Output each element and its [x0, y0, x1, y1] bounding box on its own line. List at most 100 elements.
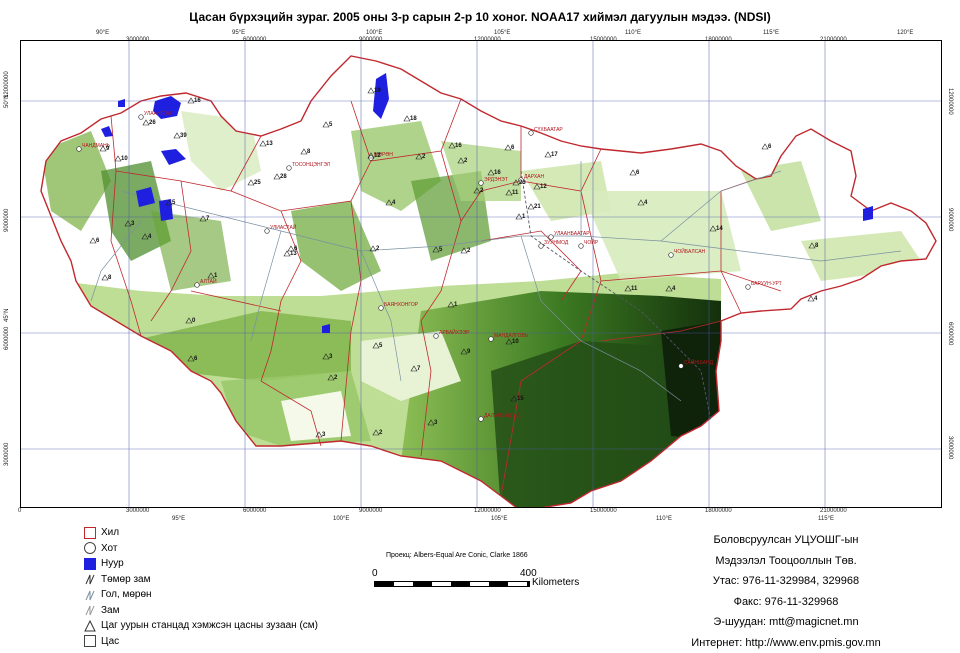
city-label: БАЯНХОНГОР	[384, 302, 419, 308]
city-marker	[138, 114, 144, 120]
legend-item-road: Зам	[84, 603, 318, 619]
snow-cover-map: ЧАНДМАНЬ УЛААНГОМ ТОСОНЦЭНГЭЛ УЛИАСТАЙ АЛТАЙ…	[21, 41, 941, 507]
station-marker	[415, 153, 423, 160]
credit-line: Э-шуудан: mtt@magicnet.mn	[713, 616, 859, 628]
station-value: 7	[417, 366, 421, 372]
station-marker	[385, 199, 393, 206]
grid-label: 3000000	[4, 442, 10, 466]
station-value: 26	[149, 120, 156, 126]
city-marker	[548, 234, 554, 240]
legend-item-river: Гол, мөрөн	[84, 587, 318, 603]
station-marker	[544, 151, 552, 158]
station-marker	[505, 189, 513, 196]
station-marker	[473, 187, 481, 194]
station-value: 0	[192, 318, 196, 324]
station-marker	[367, 152, 375, 159]
station-marker	[512, 179, 520, 186]
grid-label: 21000000	[820, 508, 847, 514]
station-value: 2	[422, 154, 426, 160]
station-value: 4	[392, 200, 396, 206]
station-value: 6	[768, 144, 772, 150]
city-label: ЭРДЭНЭТ	[484, 177, 508, 183]
city-marker	[668, 252, 674, 258]
station-value: 11	[631, 286, 638, 292]
station-marker	[99, 145, 107, 152]
station-value: 3	[131, 221, 135, 227]
station-value: 8	[108, 275, 112, 281]
legend-label: Цаг уурын станцад хэмжсэн цасны зузаан (…	[101, 620, 318, 632]
station-value: 16	[455, 143, 462, 149]
city-marker	[76, 146, 82, 152]
station-value: 6	[294, 246, 298, 252]
map-title: Цасан бүрхэцийн зураг. 2005 оны 3-р сары…	[189, 10, 771, 24]
station-value: 19	[374, 88, 381, 94]
city-marker	[378, 305, 384, 311]
lon-label: 120°E	[897, 30, 914, 36]
lon-label: 105°E	[494, 30, 511, 36]
station-marker	[287, 245, 295, 252]
legend-label: Төмөр зам	[101, 573, 151, 585]
station-marker	[629, 169, 637, 176]
lake	[373, 73, 389, 119]
station-value: 3	[434, 420, 438, 426]
station-marker	[505, 338, 513, 345]
station-value: 18	[410, 116, 417, 122]
projection-note: Проекц: Albers-Equal Are Conic, Clarke 1…	[386, 552, 528, 559]
grid-label: 6000000	[243, 508, 267, 514]
station-value: 25	[254, 180, 261, 186]
station-value: 16	[194, 98, 201, 104]
station-value: 39	[180, 133, 187, 139]
city-label: ЧОЙР	[584, 238, 599, 246]
map-frame: ЧАНДМАНЬ УЛААНГОМ ТОСОНЦЭНГЭЛ УЛИАСТАЙ АЛТАЙ…	[20, 40, 942, 508]
scale-start: 0	[372, 568, 378, 579]
station-value: 4	[672, 286, 676, 292]
station-marker	[315, 431, 323, 438]
station-marker	[624, 285, 632, 292]
lake	[159, 199, 173, 221]
legend-item-station: Цаг уурын станцад хэмжсэн цасны зузаан (…	[84, 618, 318, 634]
station-marker	[808, 242, 816, 249]
station-icon	[84, 619, 96, 632]
city-marker	[528, 130, 534, 136]
station-marker	[460, 348, 468, 355]
lon-label: 110°E	[625, 30, 641, 36]
legend-label: Гол, мөрөн	[101, 589, 152, 601]
grid-label: 3000000	[126, 508, 150, 514]
station-value: 6	[96, 238, 100, 244]
province-borders	[110, 98, 782, 497]
station-marker	[533, 183, 541, 190]
station-marker	[457, 157, 465, 164]
scale-end: 400	[520, 568, 537, 579]
station-marker	[487, 169, 495, 176]
city-marker	[433, 333, 439, 339]
station-value: 13	[266, 141, 273, 147]
city-marker	[286, 165, 292, 171]
lon-label: 90°E	[96, 30, 110, 36]
city-label: ЧАНДМАНЬ	[82, 143, 111, 149]
station-value: 12	[540, 184, 547, 190]
grid-label: 12000000	[947, 88, 953, 115]
grid-label: 3000000	[947, 436, 953, 460]
station-value: 15	[517, 396, 524, 402]
station-marker	[247, 179, 255, 186]
station-value: 17	[551, 152, 558, 158]
station-marker	[709, 225, 717, 232]
station-value: 28	[280, 174, 287, 180]
station-marker	[142, 119, 150, 126]
lake	[136, 187, 155, 207]
grid-label: 18000000	[705, 508, 732, 514]
station-value: 2	[376, 246, 380, 252]
station-value: 21	[534, 204, 541, 210]
station-marker	[427, 419, 435, 426]
station-value: 2	[379, 430, 383, 436]
station-value: 9	[467, 349, 471, 355]
station-marker	[259, 140, 267, 147]
station-marker	[367, 87, 375, 94]
station-marker	[141, 233, 149, 240]
station-value: 13	[290, 251, 297, 257]
station-marker	[199, 215, 207, 222]
station-marker	[510, 395, 518, 402]
city-marker	[264, 228, 270, 234]
station-marker	[807, 295, 815, 302]
station-marker	[504, 144, 512, 151]
